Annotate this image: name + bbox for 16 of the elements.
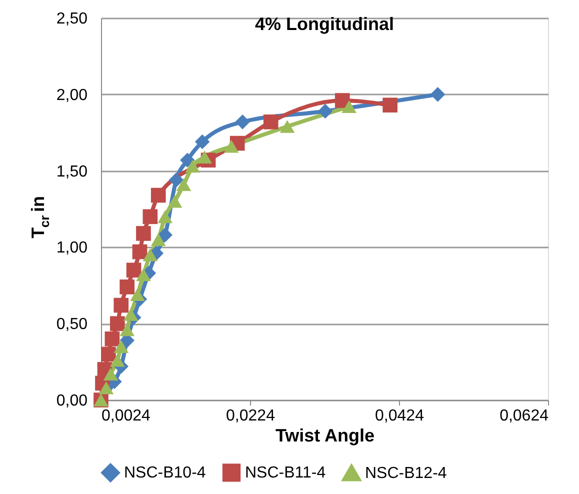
chart-title: 4% Longitudinal (255, 14, 394, 34)
y-tick-label: 2,00 (56, 86, 88, 104)
y-tick-label: 0,00 (56, 392, 88, 410)
x-tick-label: 0,0024 (102, 408, 151, 424)
y-tick-label: 2,50 (56, 10, 88, 28)
y-axis-title: Tcr in (28, 196, 52, 238)
x-tick-label: 0,0224 (226, 408, 276, 424)
x-axis-title: Twist Angle (276, 426, 374, 446)
legend-label: NSC-B11-4 (245, 464, 326, 482)
y-tick-label: 0,50 (56, 316, 88, 334)
legend-label: NSC-B10-4 (124, 464, 206, 482)
y-tick-label: 1,00 (56, 240, 88, 257)
x-tick-label: 0,0624 (500, 408, 549, 424)
y-tick-label: 1,50 (56, 163, 88, 180)
x-tick-label: 0,0424 (375, 408, 424, 424)
legend-label: NSC-B12-4 (365, 465, 447, 482)
